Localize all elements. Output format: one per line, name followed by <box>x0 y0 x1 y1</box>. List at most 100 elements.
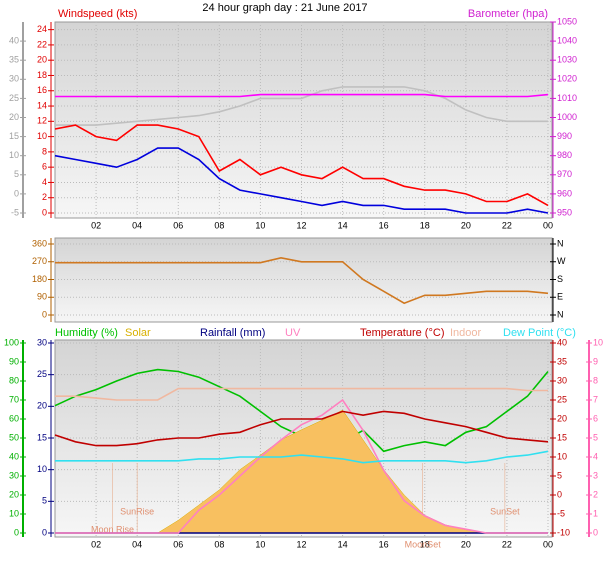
y3-tick-label: 35 <box>9 55 19 65</box>
x-tick-label: 18 <box>420 539 430 549</box>
x-tick-label: 16 <box>379 220 389 230</box>
y4-tick-label: 2 <box>593 489 598 499</box>
line <box>54 147 549 214</box>
y2-tick-label: -10 <box>557 527 570 537</box>
y2-tick-label: 40 <box>557 337 567 347</box>
y4-tick-label: 0 <box>593 527 598 537</box>
plot-area <box>54 21 553 219</box>
x-tick-label: 12 <box>296 220 306 230</box>
y2-tick-label: 960 <box>557 188 572 198</box>
x-tick-label: 04 <box>132 539 142 549</box>
y-tick-label: 180 <box>32 274 47 284</box>
y-tick-label: 5 <box>42 496 47 506</box>
y4-tick-label: 3 <box>593 470 598 480</box>
y2-tick-label: E <box>557 292 563 302</box>
legend-label: Humidity (%) <box>55 327 118 339</box>
x-tick-label: 06 <box>173 539 183 549</box>
title: 24 hour graph day : 21 June 2017 <box>202 2 367 14</box>
y2-tick-label: 950 <box>557 207 572 217</box>
y3-tick-label: 90 <box>9 356 19 366</box>
x-tick-label: 12 <box>296 539 306 549</box>
x-tick-label: 20 <box>461 220 471 230</box>
y-tick-label: 25 <box>37 369 47 379</box>
y4-tick-label: 7 <box>593 394 598 404</box>
y3-tick-label: 5 <box>14 169 19 179</box>
line <box>54 124 549 207</box>
y2-tick-label: W <box>557 256 566 266</box>
x-tick-label: 16 <box>379 539 389 549</box>
y-tick-label: 18 <box>37 70 47 80</box>
y2-tick-label: N <box>557 238 564 248</box>
y2-tick-label: 30 <box>557 375 567 385</box>
y2-tick-label: 35 <box>557 356 567 366</box>
y2-tick-label: 1000 <box>557 112 577 122</box>
y2-tick-label: N <box>557 309 564 319</box>
y3-tick-label: 80 <box>9 375 19 385</box>
y2-tick-label: 10 <box>557 451 567 461</box>
y-tick-label: 14 <box>37 100 47 110</box>
y-tick-label: 360 <box>32 238 47 248</box>
y-tick-label: 16 <box>37 85 47 95</box>
y-tick-label: 12 <box>37 116 47 126</box>
y2-tick-label: 1020 <box>557 74 577 84</box>
y-tick-label: 22 <box>37 39 47 49</box>
line <box>55 398 548 534</box>
y-axis-title: Windspeed (kts) <box>58 8 137 20</box>
annotation: SunSet <box>490 506 520 516</box>
y2-tick-label: 25 <box>557 394 567 404</box>
y-tick-label: 20 <box>37 401 47 411</box>
y4-tick-label: 9 <box>593 356 598 366</box>
y2-tick-label: -5 <box>557 508 565 518</box>
y2-tick-label: 1040 <box>557 35 577 45</box>
legend-label: UV <box>285 327 301 339</box>
y2-tick-label: 0 <box>557 489 562 499</box>
x-tick-label: 14 <box>338 220 348 230</box>
annotation: SunRise <box>120 506 154 516</box>
y-tick-label: 4 <box>42 177 47 187</box>
y4-tick-label: 10 <box>593 337 603 347</box>
x-tick-label: 10 <box>255 220 265 230</box>
y2-tick-label: 970 <box>557 169 572 179</box>
y3-tick-label: 30 <box>9 74 19 84</box>
y2-axis-title: Barometer (hpa) <box>468 8 548 20</box>
line <box>54 410 549 447</box>
legend-label: Rainfall (mm) <box>200 327 265 339</box>
x-tick-label: 08 <box>214 539 224 549</box>
line <box>55 450 549 464</box>
y2-tick-label: 20 <box>557 413 567 423</box>
y3-tick-label: 0 <box>14 188 19 198</box>
y3-tick-label: 60 <box>9 413 19 423</box>
y3-tick-label: 40 <box>9 35 19 45</box>
y-tick-label: 2 <box>42 192 47 202</box>
line <box>55 256 549 305</box>
x-tick-label: 22 <box>502 220 512 230</box>
legend-label: Indoor <box>450 327 482 339</box>
x-tick-label: 00 <box>543 220 553 230</box>
x-tick-label: 22 <box>502 539 512 549</box>
line <box>55 86 548 126</box>
y3-tick-label: 20 <box>9 489 19 499</box>
y2-tick-label: 1050 <box>557 16 577 26</box>
y4-tick-label: 6 <box>593 413 598 423</box>
y-tick-label: 0 <box>42 527 47 537</box>
y2-tick-label: 1030 <box>557 55 577 65</box>
y-tick-label: 15 <box>37 432 47 442</box>
y3-tick-label: -5 <box>11 207 19 217</box>
y2-tick-label: 5 <box>557 470 562 480</box>
plot-area <box>54 237 553 323</box>
y3-tick-label: 50 <box>9 432 19 442</box>
x-tick-label: 02 <box>91 539 101 549</box>
y-tick-label: 6 <box>42 162 47 172</box>
x-tick-label: 00 <box>543 539 553 549</box>
y3-tick-label: 15 <box>9 131 19 141</box>
annotation: MoonSet <box>405 539 442 549</box>
y2-tick-label: 980 <box>557 150 572 160</box>
y2-tick-label: S <box>557 274 563 284</box>
y3-tick-label: 25 <box>9 93 19 103</box>
legend-label: Temperature (°C) <box>360 327 444 339</box>
line <box>55 93 549 98</box>
x-tick-label: 14 <box>338 539 348 549</box>
legend-label: Solar <box>125 327 151 339</box>
y3-tick-label: 30 <box>9 470 19 480</box>
